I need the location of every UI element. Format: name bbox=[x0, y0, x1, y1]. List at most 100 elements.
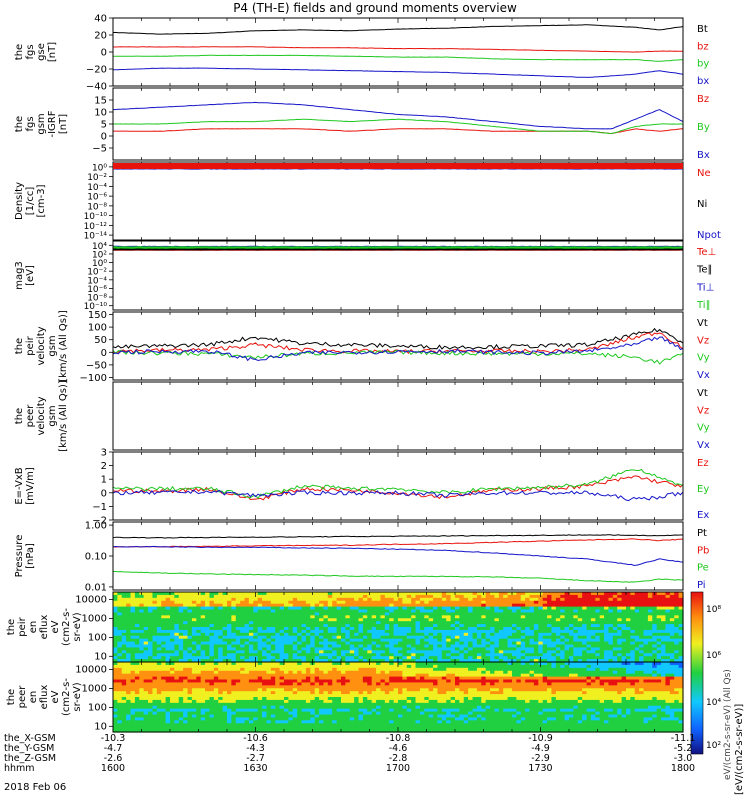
panel-frame bbox=[113, 382, 683, 450]
series-line-ez bbox=[113, 476, 683, 500]
y-axis-label: peer bbox=[17, 685, 28, 709]
y-tick-label: 0 bbox=[101, 48, 107, 59]
legend-pi: Pi bbox=[697, 580, 706, 591]
legend-bx: Bx bbox=[697, 150, 710, 161]
panel-frame bbox=[113, 452, 683, 520]
series-line-bx bbox=[113, 68, 683, 77]
y-tick-label: 1.00 bbox=[85, 521, 107, 532]
y-axis-label: the bbox=[6, 619, 17, 635]
y-tick-label: 3 bbox=[101, 448, 107, 459]
legend-ey: Ey bbox=[697, 484, 709, 495]
legend-vy: Vy bbox=[697, 353, 710, 364]
y-tick-label: 10⁻⁶ bbox=[87, 193, 107, 203]
y-axis-label: [nT] bbox=[58, 114, 69, 134]
y-axis-label: fgs bbox=[25, 44, 36, 59]
panel-8: Pressure[nPa] 1.00 0.10 0.01 Pt Pb Pe Pi bbox=[14, 521, 709, 594]
y-axis-label: [mV/m] bbox=[25, 467, 36, 505]
y-tick-label: 10 bbox=[94, 651, 107, 662]
y-tick-label: −50 bbox=[86, 360, 107, 371]
series-line-by bbox=[113, 119, 683, 133]
y-tick-label: −100 bbox=[80, 373, 107, 384]
legend-ne: Ne bbox=[697, 168, 711, 179]
y-tick-label: 0 bbox=[101, 348, 107, 359]
y-tick-label: 10⁻¹⁰ bbox=[84, 212, 108, 222]
y-tick-label: 5 bbox=[101, 120, 107, 131]
y-tick-label: 10 bbox=[94, 108, 107, 119]
legend-te-par: Te∥ bbox=[696, 265, 713, 276]
y-axis-label: [cm-3] bbox=[36, 184, 47, 217]
y-tick-label: 40 bbox=[94, 14, 107, 25]
legend-ti-par: Ti∥ bbox=[696, 300, 711, 311]
legend-pe: Pe bbox=[697, 563, 709, 574]
panel-frame bbox=[113, 522, 683, 590]
y-axis-label: en bbox=[28, 691, 39, 704]
y-axis-label: peir bbox=[25, 335, 36, 355]
y-tick-label: 10⁻¹⁴ bbox=[84, 232, 108, 242]
legend-vz: Vz bbox=[697, 335, 709, 346]
y-axis-label: [1/cc] bbox=[25, 187, 36, 216]
panel-frame bbox=[113, 241, 683, 310]
legend-ez: Ez bbox=[697, 458, 709, 469]
y-axis-label: peer bbox=[25, 404, 36, 428]
y-axis-label: E=-VxB bbox=[14, 467, 25, 504]
y-tick-label: −20 bbox=[86, 65, 107, 76]
y-tick-label: 1 bbox=[101, 475, 107, 486]
series-line-bt bbox=[113, 25, 683, 34]
legend-by: by bbox=[697, 59, 709, 70]
y-tick-label: 10⁻⁴ bbox=[87, 183, 107, 193]
y-axis-label: gse bbox=[36, 43, 47, 61]
y-tick-label: −1 bbox=[92, 502, 107, 513]
y-tick-label: 10⁻² bbox=[87, 173, 107, 183]
y-axis-label: Pressure bbox=[14, 535, 25, 578]
legend-pb: Pb bbox=[697, 545, 709, 556]
y-tick-label: 20 bbox=[94, 31, 107, 42]
y-tick-label: 100 bbox=[88, 323, 107, 334]
y-axis-label: gsm bbox=[47, 335, 58, 356]
legend-te-perp: Te⊥ bbox=[696, 247, 716, 258]
y-axis-label: en bbox=[28, 621, 39, 634]
y-axis-label: eV bbox=[50, 690, 61, 703]
legend-vt: Vt bbox=[697, 388, 708, 399]
y-axis-label: [nPa] bbox=[25, 543, 36, 569]
y-tick-label: 0.01 bbox=[85, 582, 107, 593]
y-tick-label: 0.10 bbox=[85, 552, 107, 563]
y-axis-label: [nT] bbox=[47, 42, 58, 62]
legend-bt: Bt bbox=[697, 24, 708, 35]
y-axis-label: Density bbox=[14, 182, 25, 220]
y-tick-label: 100 bbox=[88, 632, 107, 643]
heatmap-cells bbox=[113, 662, 684, 733]
series-line-bz bbox=[113, 129, 683, 134]
series-line-pt bbox=[113, 535, 683, 538]
y-axis-label: velocity bbox=[36, 396, 47, 435]
y-axis-label: the bbox=[14, 408, 25, 424]
legend-vt: Vt bbox=[697, 318, 708, 329]
series-line-vt bbox=[113, 329, 683, 349]
y-axis-label: gsm bbox=[47, 405, 58, 426]
legend-pt: Pt bbox=[697, 528, 707, 539]
y-axis-label: (cm2-s- bbox=[61, 678, 72, 716]
y-axis-label: gsm bbox=[36, 113, 47, 134]
y-axis-label: eflux bbox=[39, 685, 50, 710]
y-tick-label: 10⁻⁸ bbox=[87, 202, 107, 212]
y-tick-label: 0 bbox=[101, 132, 107, 143]
legend-ex: Ex bbox=[697, 510, 709, 521]
series-line-pi bbox=[113, 546, 683, 565]
panel-frame bbox=[113, 88, 683, 160]
panel-4: mag3[eV]10⁴10²10⁰10⁻²10⁻⁴10⁻⁶10⁻⁸10⁻¹⁰Te… bbox=[14, 241, 716, 312]
y-tick-label: 10000 bbox=[75, 595, 107, 606]
series-line-bz bbox=[113, 47, 683, 52]
legend-npot: Npot bbox=[697, 230, 721, 241]
legend-vx: Vx bbox=[697, 370, 710, 381]
series-line-bx bbox=[113, 102, 683, 128]
y-tick-label: 2 bbox=[101, 461, 107, 472]
series-line-pe bbox=[113, 572, 683, 583]
chart-title: P4 (TH-E) fields and ground moments over… bbox=[233, 1, 517, 15]
y-tick-label: −5 bbox=[92, 144, 107, 155]
